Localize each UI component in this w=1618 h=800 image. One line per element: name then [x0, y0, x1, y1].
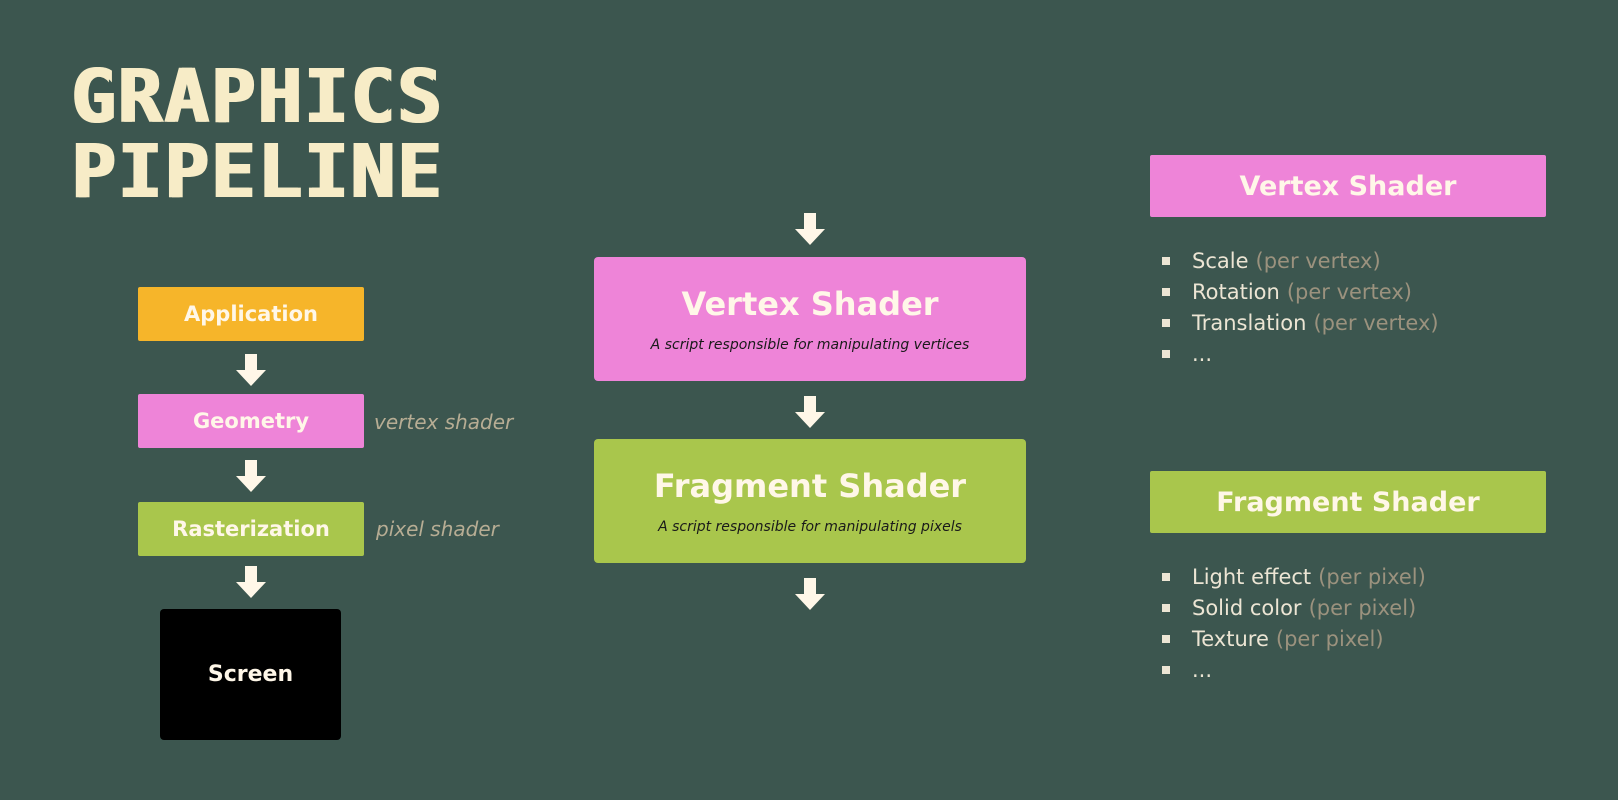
- rasterization-stage-label: Rasterization: [172, 517, 330, 541]
- page-title-line-1: GRAPHICS: [70, 54, 443, 140]
- list-item: ...: [1162, 654, 1426, 685]
- list-item: Light effect (per pixel): [1162, 561, 1426, 592]
- list-item-note: (per pixel): [1275, 626, 1384, 651]
- fragment-shader-description: A script responsible for manipulating pi…: [658, 519, 962, 535]
- geometry-stage: Geometry: [138, 394, 364, 448]
- arrow-down-icon: [236, 566, 266, 598]
- vertex-shader-operations-list: Scale (per vertex) Rotation (per vertex) T…: [1162, 245, 1439, 369]
- rasterization-stage: Rasterization: [138, 502, 364, 556]
- arrow-down-icon: [236, 460, 266, 492]
- vertex-shader-panel-title-label: Vertex Shader: [1239, 170, 1457, 202]
- arrow-down-icon: [795, 213, 825, 245]
- fragment-shader-panel-title: Fragment Shader: [1150, 471, 1546, 533]
- fragment-shader-title: Fragment Shader: [653, 467, 967, 505]
- arrow-down-icon: [795, 578, 825, 610]
- bullet-icon: [1162, 634, 1170, 643]
- page-title-line-2: PIPELINE: [70, 129, 443, 215]
- arrow-down-icon: [236, 354, 266, 386]
- arrow-down-icon: [795, 396, 825, 428]
- screen-stage-label: Screen: [207, 662, 294, 687]
- application-stage-label: Application: [184, 302, 318, 326]
- bullet-icon: [1162, 287, 1170, 296]
- fragment-shader-operations-list: Light effect (per pixel) Solid color (per …: [1162, 561, 1426, 685]
- list-item: Translation (per vertex): [1162, 307, 1439, 338]
- bullet-icon: [1162, 603, 1170, 612]
- list-item-note: (per pixel): [1318, 564, 1426, 589]
- rasterization-note: pixel shader: [376, 517, 499, 541]
- list-item: Rotation (per vertex): [1162, 276, 1439, 307]
- list-item-note: (per vertex): [1313, 310, 1439, 335]
- list-item: ...: [1162, 338, 1439, 369]
- bullet-icon: [1162, 318, 1170, 327]
- list-item-label: Scale: [1192, 248, 1249, 273]
- list-item-note: (per pixel): [1308, 595, 1417, 620]
- screen-stage: Screen: [160, 609, 341, 740]
- application-stage: Application: [138, 287, 364, 341]
- vertex-shader-description: A script responsible for manipulating ve…: [650, 337, 970, 353]
- list-item-label: Rotation: [1192, 279, 1280, 304]
- list-item-label: Light effect: [1192, 564, 1312, 589]
- bullet-icon: [1162, 349, 1170, 358]
- bullet-icon: [1162, 572, 1170, 581]
- list-item: Scale (per vertex): [1162, 245, 1439, 276]
- geometry-note: vertex shader: [374, 410, 514, 434]
- bullet-icon: [1162, 256, 1170, 265]
- list-item-label: Solid color: [1192, 595, 1302, 620]
- list-item-note: (per vertex): [1255, 248, 1381, 273]
- list-item-label: ...: [1192, 341, 1213, 366]
- vertex-shader-panel-title: Vertex Shader: [1150, 155, 1546, 217]
- geometry-stage-label: Geometry: [192, 409, 310, 433]
- list-item-label: Texture: [1192, 626, 1269, 651]
- list-item: Solid color (per pixel): [1162, 592, 1426, 623]
- list-item-label: Translation: [1192, 310, 1307, 335]
- fragment-shader-panel-title-label: Fragment Shader: [1216, 486, 1480, 518]
- fragment-shader-block: Fragment Shader A script responsible for…: [594, 439, 1026, 563]
- vertex-shader-title: Vertex Shader: [681, 285, 939, 323]
- list-item: Texture (per pixel): [1162, 623, 1426, 654]
- bullet-icon: [1162, 665, 1170, 674]
- list-item-label: ...: [1192, 657, 1213, 682]
- list-item-note: (per vertex): [1286, 279, 1412, 304]
- vertex-shader-block: Vertex Shader A script responsible for m…: [594, 257, 1026, 381]
